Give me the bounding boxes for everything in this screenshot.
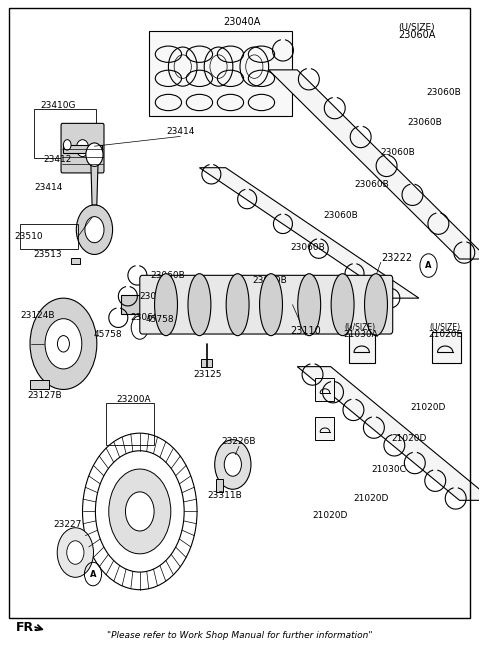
Circle shape xyxy=(215,440,251,489)
Text: (U/SIZE): (U/SIZE) xyxy=(398,23,435,32)
Ellipse shape xyxy=(188,274,211,335)
Circle shape xyxy=(30,298,97,390)
Text: 23060B: 23060B xyxy=(140,291,175,301)
Circle shape xyxy=(76,205,113,254)
Circle shape xyxy=(58,335,70,352)
Ellipse shape xyxy=(155,274,178,335)
Circle shape xyxy=(45,319,82,369)
Circle shape xyxy=(109,469,171,554)
Ellipse shape xyxy=(331,274,354,335)
Circle shape xyxy=(350,291,369,318)
Polygon shape xyxy=(269,70,480,259)
Text: FR.: FR. xyxy=(16,621,39,634)
Text: "Please refer to Work Shop Manual for further information": "Please refer to Work Shop Manual for fu… xyxy=(107,631,373,640)
Text: 23127B: 23127B xyxy=(27,392,61,400)
Text: 23200A: 23200A xyxy=(117,395,151,403)
Text: 23110: 23110 xyxy=(290,326,321,336)
Bar xyxy=(63,145,102,153)
Text: 21020D: 21020D xyxy=(392,434,427,443)
Bar xyxy=(71,258,80,263)
Text: 23414: 23414 xyxy=(34,183,62,192)
Circle shape xyxy=(209,291,228,318)
Ellipse shape xyxy=(364,274,387,335)
Text: 21020D: 21020D xyxy=(312,511,348,520)
Polygon shape xyxy=(297,367,480,500)
FancyBboxPatch shape xyxy=(61,123,104,173)
Text: 23060B: 23060B xyxy=(355,179,389,189)
Text: 23060B: 23060B xyxy=(252,276,287,285)
Circle shape xyxy=(125,492,154,531)
Bar xyxy=(30,380,49,390)
Circle shape xyxy=(224,453,241,476)
Text: 23226B: 23226B xyxy=(222,437,256,446)
Text: 21020D: 21020D xyxy=(354,494,389,503)
Circle shape xyxy=(67,541,84,564)
Bar xyxy=(432,332,461,364)
Text: 23227: 23227 xyxy=(53,520,82,529)
Circle shape xyxy=(57,528,94,577)
Text: 23222: 23222 xyxy=(381,253,412,263)
Text: 23412: 23412 xyxy=(44,155,72,164)
Text: 23060A: 23060A xyxy=(398,30,435,41)
Circle shape xyxy=(86,143,103,166)
Text: A: A xyxy=(425,261,432,270)
Bar xyxy=(315,417,335,440)
Bar xyxy=(216,479,223,492)
Circle shape xyxy=(76,140,89,157)
Bar xyxy=(349,332,375,364)
Circle shape xyxy=(245,291,264,318)
Text: 23125: 23125 xyxy=(194,370,222,379)
Text: (U/SIZE): (U/SIZE) xyxy=(345,323,376,332)
Text: 23410G: 23410G xyxy=(40,102,75,110)
Text: A: A xyxy=(90,570,96,578)
Text: 23060B: 23060B xyxy=(150,271,185,280)
Bar xyxy=(21,225,78,250)
Polygon shape xyxy=(91,155,98,205)
Text: 45758: 45758 xyxy=(94,329,122,339)
Ellipse shape xyxy=(226,274,249,335)
FancyBboxPatch shape xyxy=(140,275,393,334)
Text: 23060B: 23060B xyxy=(290,244,325,252)
Text: 23060B: 23060B xyxy=(324,211,358,220)
Bar xyxy=(34,109,96,158)
Bar xyxy=(107,403,154,445)
Bar xyxy=(201,359,212,367)
Text: 23311B: 23311B xyxy=(207,491,242,500)
Text: 23124B: 23124B xyxy=(20,311,54,320)
Text: 21030C: 21030C xyxy=(371,465,406,474)
Circle shape xyxy=(131,316,148,339)
Text: 23414: 23414 xyxy=(166,127,194,136)
Circle shape xyxy=(63,140,71,150)
Text: 21020E: 21020E xyxy=(428,329,462,339)
Ellipse shape xyxy=(298,274,321,335)
Text: 23060B: 23060B xyxy=(426,88,461,97)
Text: 23510: 23510 xyxy=(15,233,43,241)
Text: 23060B: 23060B xyxy=(381,148,416,157)
Text: 21030A: 21030A xyxy=(343,329,378,339)
Polygon shape xyxy=(199,168,419,298)
Text: 21020D: 21020D xyxy=(411,403,446,411)
Circle shape xyxy=(85,217,104,243)
Text: (U/SIZE): (U/SIZE) xyxy=(430,323,461,332)
Text: 45758: 45758 xyxy=(146,314,175,324)
Bar xyxy=(315,378,335,401)
Text: 23060B: 23060B xyxy=(130,313,165,322)
Text: 23040A: 23040A xyxy=(224,17,261,28)
Circle shape xyxy=(173,291,192,318)
Ellipse shape xyxy=(260,274,282,335)
Text: 23513: 23513 xyxy=(33,250,61,259)
Circle shape xyxy=(281,291,300,318)
Bar xyxy=(120,295,144,314)
Bar xyxy=(149,31,292,115)
Text: 23060B: 23060B xyxy=(407,117,442,126)
